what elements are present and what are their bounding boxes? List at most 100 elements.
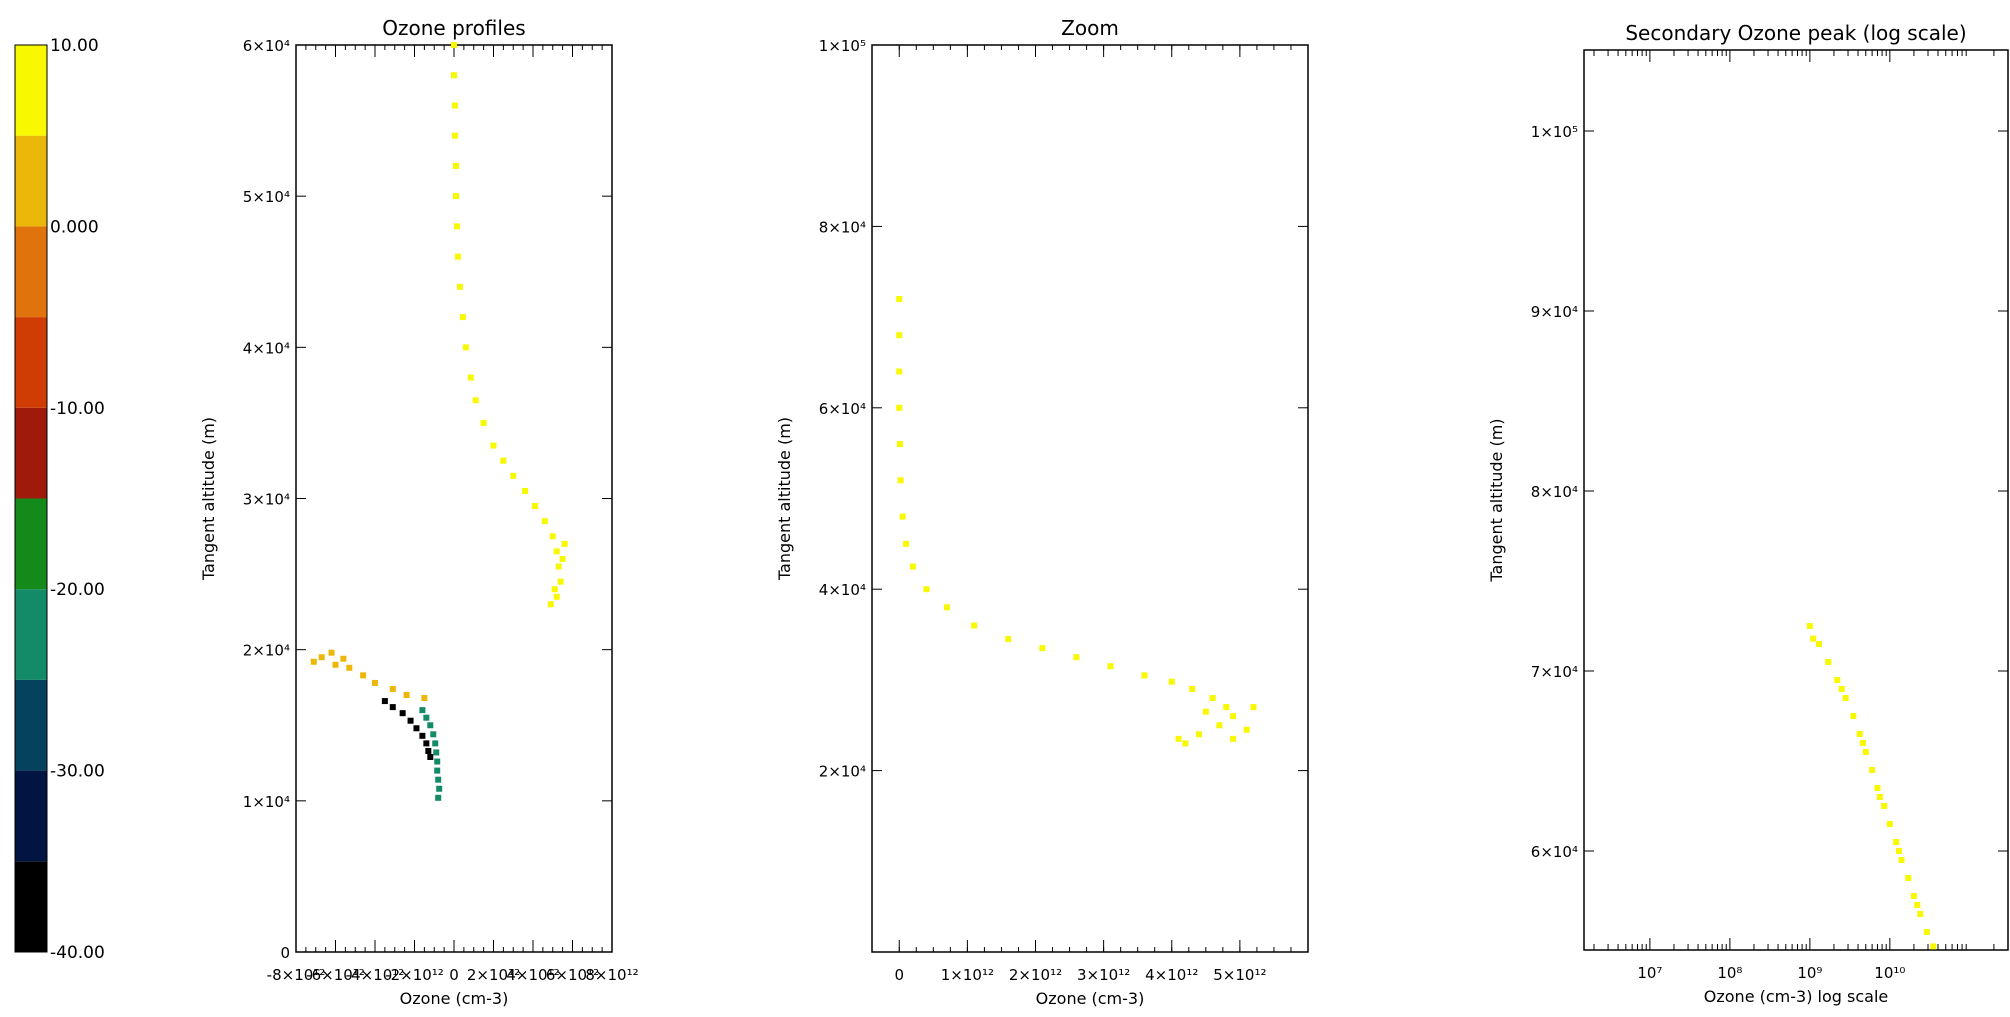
data-point <box>454 253 461 260</box>
data-point <box>427 753 434 760</box>
x-tick-label: 5×10¹² <box>1213 966 1266 984</box>
data-point <box>435 794 442 801</box>
data-point <box>896 295 903 302</box>
data-point <box>1815 641 1822 647</box>
x-tick-label: 2×10¹² <box>467 966 520 984</box>
data-point <box>522 487 529 494</box>
colorbar-tick-label: 0.000 <box>50 217 99 237</box>
x-tick-label: -2×10¹² <box>385 966 444 984</box>
data-point <box>1810 635 1817 642</box>
data-point <box>472 397 479 404</box>
data-point <box>456 283 463 290</box>
x-tick-label: 10¹⁰ <box>1874 964 1905 982</box>
data-point <box>1005 636 1012 643</box>
colorbar-tick-label: 10.00 <box>50 36 99 56</box>
y-tick-label: 6×10⁴ <box>1531 843 1578 861</box>
secondary-peak-panel: Secondary Ozone peak (log scale) Ozone (… <box>1487 21 2009 1006</box>
data-point <box>1230 735 1237 742</box>
data-point <box>419 707 426 714</box>
x-tick-label: -6×10¹² <box>306 966 365 984</box>
x-tick-label: -4×10¹² <box>346 966 405 984</box>
data-point <box>423 740 430 747</box>
data-point <box>462 344 469 351</box>
data-point <box>1838 686 1845 692</box>
data-point <box>896 368 903 375</box>
data-point <box>381 698 388 705</box>
x-tick-label: 2×10¹² <box>1009 966 1062 984</box>
data-point <box>1930 943 1937 950</box>
data-point <box>467 374 474 381</box>
data-point <box>372 679 378 686</box>
data-point <box>1216 722 1223 729</box>
y-axis-label: Tangent altitude (m) <box>775 417 794 581</box>
colorbar-tick-label: -10.00 <box>50 399 105 419</box>
data-point <box>1189 685 1196 692</box>
data-point <box>389 685 396 692</box>
data-point <box>1168 678 1175 685</box>
x-tick-label: 0 <box>449 966 459 984</box>
chart-title: Zoom <box>1061 16 1119 40</box>
data-point <box>1107 663 1114 670</box>
data-point <box>435 776 442 783</box>
data-point <box>490 442 497 449</box>
data-point <box>1862 749 1869 755</box>
data-point <box>896 332 903 339</box>
data-point <box>1874 785 1881 791</box>
x-tick-label: 10⁷ <box>1637 964 1662 982</box>
data-point <box>899 513 906 520</box>
x-tick-label: 0 <box>894 966 904 984</box>
y-tick-label: 7×10⁴ <box>1531 663 1578 681</box>
data-point <box>430 731 437 738</box>
colorbar-segment <box>15 861 47 952</box>
data-point <box>1886 821 1893 827</box>
y-tick-label: 9×10⁴ <box>1531 303 1578 321</box>
y-tick-label: 8×10⁴ <box>819 218 866 236</box>
y-tick-label: 1×10⁵ <box>819 37 866 55</box>
x-tick-label: 10⁹ <box>1797 964 1822 982</box>
data-point <box>453 223 460 230</box>
data-point <box>1842 695 1849 701</box>
data-point <box>903 540 910 547</box>
colorbar-frame <box>14 44 48 953</box>
data-point <box>318 654 325 661</box>
chart-title: Secondary Ozone peak (log scale) <box>1625 21 1966 45</box>
data-point <box>434 758 441 765</box>
colorbar-segment <box>15 135 47 227</box>
data-point <box>510 472 517 479</box>
data-point <box>555 563 562 570</box>
colorbar-tick-label: -40.00 <box>50 943 105 963</box>
data-point <box>923 586 930 593</box>
data-point <box>1910 893 1917 899</box>
chart-title: Ozone profiles <box>382 16 525 40</box>
data-point <box>1834 677 1841 683</box>
data-point <box>419 732 426 739</box>
data-point <box>360 672 367 679</box>
data-point <box>1850 713 1857 719</box>
data-point <box>909 563 916 570</box>
data-point <box>1141 672 1148 679</box>
data-point <box>1859 740 1866 746</box>
data-point <box>500 457 507 464</box>
y-tick-label: 4×10⁴ <box>819 581 866 599</box>
data-point <box>1196 731 1202 738</box>
data-point <box>407 717 414 724</box>
data-point <box>559 555 566 562</box>
x-tick-label: 6×10¹² <box>546 966 599 984</box>
colorbar-segment <box>15 770 47 862</box>
data-point <box>1182 740 1189 747</box>
data-point <box>413 725 420 732</box>
y-tick-label: 2×10⁴ <box>819 763 866 781</box>
x-axis-label: Ozone (cm-3) log scale <box>1704 987 1888 1006</box>
x-tick-label: 3×10¹² <box>1077 966 1130 984</box>
data-point <box>1869 767 1876 773</box>
data-point <box>1243 726 1250 733</box>
y-tick-label: 3×10⁴ <box>243 491 290 509</box>
data-point <box>451 42 457 48</box>
y-tick-label: 2×10⁴ <box>243 642 290 660</box>
colorbar-segment <box>15 45 47 136</box>
data-point <box>1250 704 1257 711</box>
data-point <box>389 704 396 711</box>
data-point <box>403 692 410 699</box>
data-point <box>553 593 560 600</box>
data-point <box>1209 695 1216 702</box>
